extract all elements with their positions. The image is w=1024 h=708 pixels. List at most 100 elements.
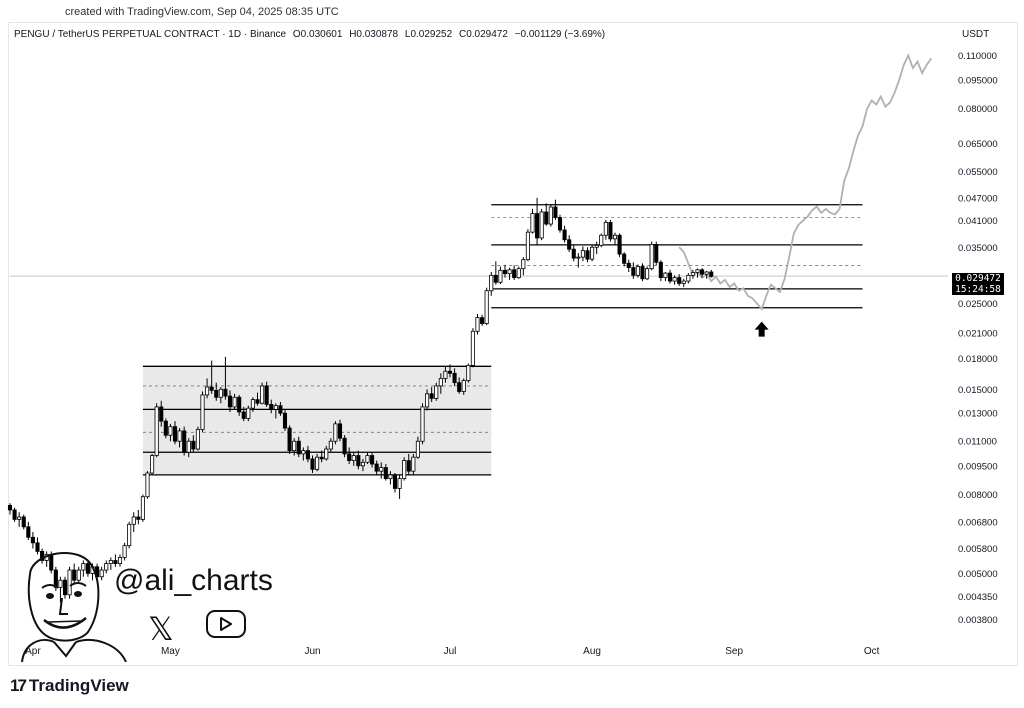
candle-body bbox=[452, 372, 457, 384]
candle-body bbox=[599, 234, 604, 246]
candle-body bbox=[342, 437, 347, 455]
candle-body bbox=[360, 461, 365, 467]
candle-body bbox=[62, 579, 68, 596]
last-price-tag: 0.029472 15:24:58 bbox=[952, 273, 1004, 295]
candle-body bbox=[415, 440, 420, 458]
candle-body bbox=[681, 280, 686, 284]
symbol-title[interactable]: PENGU / TetherUS PERPETUAL CONTRACT · 1D… bbox=[14, 29, 287, 40]
candle-body bbox=[186, 440, 191, 453]
y-tick-label: 0.004350 bbox=[958, 592, 998, 603]
low-value: L0.029252 bbox=[404, 29, 453, 40]
candle-body bbox=[292, 440, 297, 452]
symbol-legend: PENGU / TetherUS PERPETUAL CONTRACT · 1D… bbox=[14, 29, 609, 40]
candle-body bbox=[700, 269, 705, 275]
candle-body bbox=[567, 239, 572, 250]
x-tick-label: May bbox=[161, 646, 180, 657]
candle-body bbox=[76, 569, 81, 581]
candle-body bbox=[667, 272, 673, 282]
x-tick-label: Oct bbox=[864, 646, 880, 657]
y-tick-label: 0.095000 bbox=[958, 75, 998, 86]
candle-body bbox=[40, 551, 45, 561]
candle-body bbox=[273, 405, 278, 410]
candle-body bbox=[347, 453, 352, 461]
candle-body bbox=[392, 474, 398, 489]
candle-body bbox=[301, 450, 306, 455]
y-tick-label: 0.009500 bbox=[958, 461, 998, 472]
candle-body bbox=[250, 399, 255, 409]
candle-body bbox=[525, 231, 530, 261]
candle-body bbox=[113, 560, 118, 565]
x-tick-label: Jul bbox=[444, 646, 457, 657]
candle-body bbox=[315, 456, 320, 470]
y-tick-label: 0.110000 bbox=[958, 51, 997, 62]
x-tick-label: Jun bbox=[304, 646, 320, 657]
y-tick-label: 0.041000 bbox=[958, 216, 998, 227]
candle-body bbox=[117, 556, 123, 565]
candle-body bbox=[26, 526, 31, 538]
candle-body bbox=[631, 267, 636, 276]
candle-body bbox=[640, 266, 645, 280]
candle-body bbox=[200, 394, 205, 430]
candle-body bbox=[72, 569, 77, 581]
candle-body bbox=[475, 317, 480, 332]
candle-body bbox=[237, 396, 242, 413]
candle-body bbox=[470, 330, 475, 366]
candle-body bbox=[677, 277, 682, 284]
y-tick-label: 0.018000 bbox=[958, 354, 998, 365]
tradingview-mark-icon: 17 bbox=[10, 676, 27, 695]
candle-body bbox=[612, 234, 618, 240]
candle-body bbox=[227, 395, 233, 408]
high-value: H0.030878 bbox=[349, 29, 399, 40]
candle-body bbox=[617, 234, 622, 255]
candle-body bbox=[319, 456, 324, 460]
candle-body bbox=[704, 271, 709, 275]
y-tick-label: 0.035000 bbox=[958, 243, 998, 254]
candle-body bbox=[209, 386, 214, 391]
candle-body bbox=[81, 563, 86, 571]
candle-body bbox=[223, 388, 228, 397]
created-caption: created with TradingView.com, Sep 04, 20… bbox=[65, 6, 339, 18]
candle-body bbox=[145, 472, 150, 498]
open-value: O0.030601 bbox=[292, 29, 343, 40]
candle-body bbox=[562, 229, 567, 241]
x-tick-label: Sep bbox=[725, 646, 743, 657]
candle-body bbox=[489, 274, 494, 292]
tradingview-logo[interactable]: 17 TradingView bbox=[10, 676, 129, 696]
candle-body bbox=[635, 266, 640, 276]
candle-body bbox=[305, 450, 310, 460]
candle-body bbox=[99, 569, 104, 578]
candle-body bbox=[402, 460, 407, 480]
candle-body bbox=[411, 456, 416, 472]
candle-body bbox=[535, 213, 540, 239]
candle-body bbox=[163, 420, 168, 436]
candle-body bbox=[136, 516, 141, 520]
candle-body bbox=[246, 407, 251, 419]
y-tick-label: 0.021000 bbox=[958, 328, 998, 339]
candle-body bbox=[30, 536, 35, 544]
candle-body bbox=[191, 440, 196, 450]
candle-body bbox=[654, 244, 659, 263]
candle-body bbox=[374, 463, 379, 472]
y-tick-label: 0.008000 bbox=[958, 490, 998, 501]
y-tick-label: 0.025000 bbox=[958, 299, 998, 310]
candle-body bbox=[58, 579, 63, 588]
candle-body bbox=[585, 250, 590, 260]
candle-body bbox=[182, 430, 187, 453]
candle-body bbox=[140, 496, 145, 520]
candle-body bbox=[548, 206, 553, 225]
candle-body bbox=[516, 268, 521, 279]
candle-body bbox=[420, 406, 425, 442]
candle-body bbox=[337, 423, 343, 439]
candle-body bbox=[663, 272, 668, 279]
youtube-icon bbox=[206, 610, 246, 638]
candle-body bbox=[154, 406, 159, 456]
candle-body bbox=[255, 399, 260, 404]
candle-body bbox=[425, 393, 430, 408]
candle-body bbox=[480, 317, 485, 324]
candle-body bbox=[530, 213, 535, 233]
candle-body bbox=[539, 211, 544, 239]
candle-body bbox=[12, 509, 17, 520]
candle-body bbox=[512, 269, 517, 279]
candle-body bbox=[429, 393, 434, 399]
